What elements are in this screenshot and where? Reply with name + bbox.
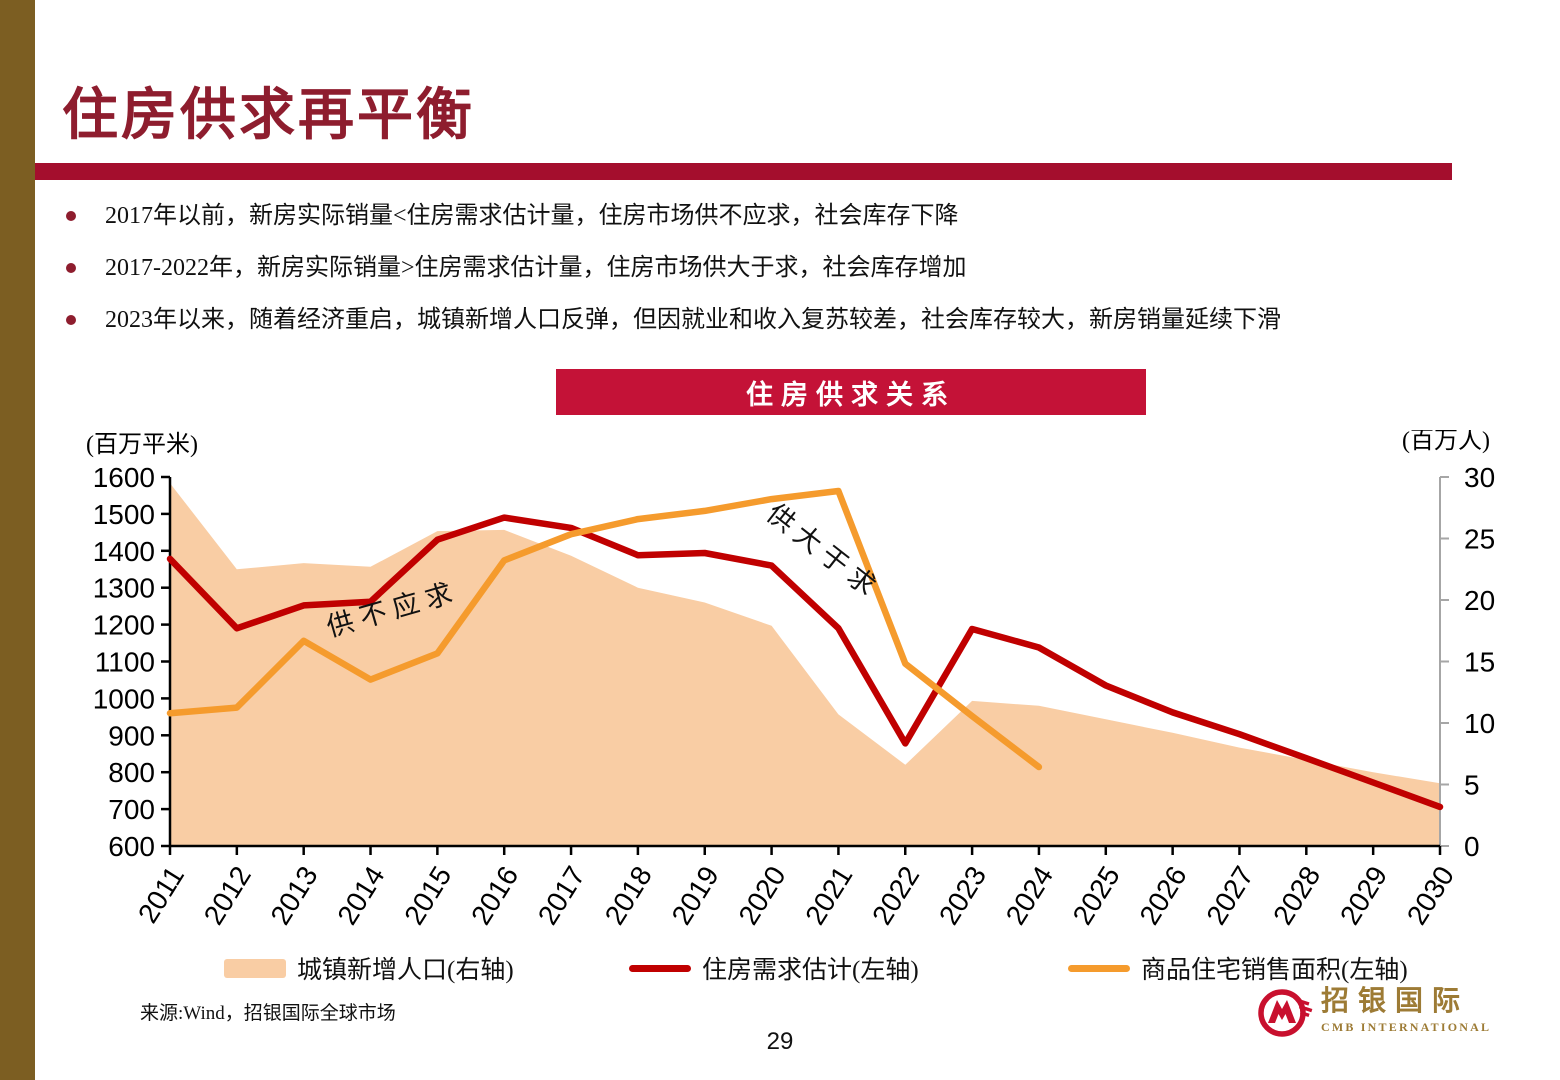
cmbi-logo-en: CMB INTERNATIONAL xyxy=(1321,1020,1492,1034)
left-axis-tick-label: 900 xyxy=(108,720,155,751)
legend-swatch-area xyxy=(224,958,286,978)
legend-swatch-orange-line xyxy=(1068,964,1130,972)
left-axis-tick-label: 1100 xyxy=(95,647,155,678)
left-axis-tick-label: 700 xyxy=(108,794,155,825)
page-title: 住房供求再平衡 xyxy=(62,85,475,147)
right-axis-unit: (百万人) xyxy=(1402,430,1490,454)
series-line-housing-demand xyxy=(166,514,1444,811)
x-axis-tick-label: 2026 xyxy=(1133,861,1192,930)
right-axis-tick-label: 0 xyxy=(1464,831,1480,862)
x-axis-tick-label: 2030 xyxy=(1401,861,1460,930)
series-area-urban-population xyxy=(170,483,1440,846)
x-axis-tick-label: 2023 xyxy=(933,861,992,930)
x-axis-tick-label: 2016 xyxy=(465,861,524,930)
legend-swatch-red-line xyxy=(629,964,691,972)
bullet-item: 2017年以前，新房实际销量<住房需求估计量，住房市场供不应求，社会库存下降 xyxy=(58,190,1518,242)
left-accent-bar xyxy=(0,0,35,1080)
cmbi-logo-icon xyxy=(1258,989,1313,1037)
x-axis-tick-label: 2015 xyxy=(398,861,457,930)
cmbi-logo: 招银国际 CMB INTERNATIONAL xyxy=(1258,986,1491,1040)
x-axis-tick-label: 2020 xyxy=(732,861,791,930)
left-axis-tick-label: 600 xyxy=(108,831,155,862)
right-axis-tick-label: 20 xyxy=(1464,585,1495,616)
logo-stripes xyxy=(1297,999,1313,1018)
legend-label: 商品住宅销售面积(左轴) xyxy=(1141,957,1408,984)
legend-item-urban-population: 城镇新增人口(右轴) xyxy=(224,950,514,986)
right-axis-tick-label: 30 xyxy=(1464,462,1495,493)
page-number: 29 xyxy=(766,1028,794,1055)
left-axis-tick-label: 1300 xyxy=(93,573,155,604)
x-axis: 2011 2012 2013 2014 2015 2016 2017 2018 2019 2020… xyxy=(132,844,1460,930)
x-axis-tick-label: 2022 xyxy=(866,861,925,930)
title-rule xyxy=(35,163,1452,180)
legend-label: 城镇新增人口(右轴) xyxy=(297,957,514,984)
right-axis-tick-label: 10 xyxy=(1464,708,1495,739)
source-note: 来源:Wind，招银国际全球市场 xyxy=(140,1003,396,1024)
x-axis-tick-label: 2029 xyxy=(1334,861,1393,930)
x-axis-tick-label: 2027 xyxy=(1200,861,1259,930)
x-axis-tick-label: 2025 xyxy=(1067,861,1126,930)
legend-label: 住房需求估计(左轴) xyxy=(702,957,919,984)
x-axis-tick-label: 2024 xyxy=(1000,861,1059,930)
left-axis-tick-label: 1500 xyxy=(93,499,155,530)
bullet-item: 2023年以来，随着经济重启，城镇新增人口反弹，但因就业和收入复苏较差，社会库存… xyxy=(58,294,1518,346)
right-axis: 30 25 20 15 10 5 0 xyxy=(1439,462,1495,862)
chart-title: 住房供求关系 xyxy=(746,379,956,410)
right-axis-tick-label: 25 xyxy=(1464,524,1495,555)
x-axis-tick-label: 2017 xyxy=(532,861,591,930)
series-line-sales-area xyxy=(166,487,1043,771)
left-axis-tick-label: 800 xyxy=(108,757,155,788)
x-axis-tick-label: 2021 xyxy=(799,861,858,930)
x-axis-tick-label: 2013 xyxy=(264,861,323,930)
bullet-list: 2017年以前，新房实际销量<住房需求估计量，住房市场供不应求，社会库存下降 2… xyxy=(58,190,1518,346)
bullet-item: 2017-2022年，新房实际销量>住房需求估计量，住房市场供大于求，社会库存增… xyxy=(58,242,1518,294)
cmbi-logo-text: 招银国际 CMB INTERNATIONAL xyxy=(1321,986,1491,1035)
right-axis-tick-label: 15 xyxy=(1464,647,1495,678)
left-axis-tick-label: 1400 xyxy=(93,536,155,567)
left-axis-tick-label: 1200 xyxy=(93,610,155,641)
right-axis-tick-label: 5 xyxy=(1464,770,1480,801)
left-axis: 1600 1500 1400 1300 1200 1100 1000 900 800 700 600 xyxy=(93,462,172,862)
logo-m-glyph xyxy=(1268,1000,1296,1023)
x-axis-tick-label: 2012 xyxy=(198,861,257,930)
chart-annotation-1: 供大于求 xyxy=(761,498,887,605)
legend-item-sales-area: 商品住宅销售面积(左轴) xyxy=(1068,950,1408,986)
x-axis-tick-label: 2014 xyxy=(331,861,390,930)
x-axis-tick-label: 2018 xyxy=(599,861,658,930)
chart-legend: 城镇新增人口(右轴) 住房需求估计(左轴) 商品住宅销售面积(左轴) xyxy=(0,950,1560,986)
supply-demand-combo-chart: 3025201510501600150014001300120011001000… xyxy=(86,430,1495,930)
cmbi-logo-cn: 招银国际 xyxy=(1321,986,1470,1017)
x-axis-tick-label: 2028 xyxy=(1267,861,1326,930)
left-axis-tick-label: 1600 xyxy=(93,462,155,493)
x-axis-tick-label: 2019 xyxy=(666,861,725,930)
chart-title-banner: 住房供求关系 xyxy=(556,369,1146,415)
legend-item-housing-demand: 住房需求估计(左轴) xyxy=(629,950,919,986)
left-axis-unit: (百万平米) xyxy=(86,431,198,458)
left-axis-tick-label: 1000 xyxy=(93,683,155,714)
x-axis-tick-label: 2011 xyxy=(132,861,190,928)
